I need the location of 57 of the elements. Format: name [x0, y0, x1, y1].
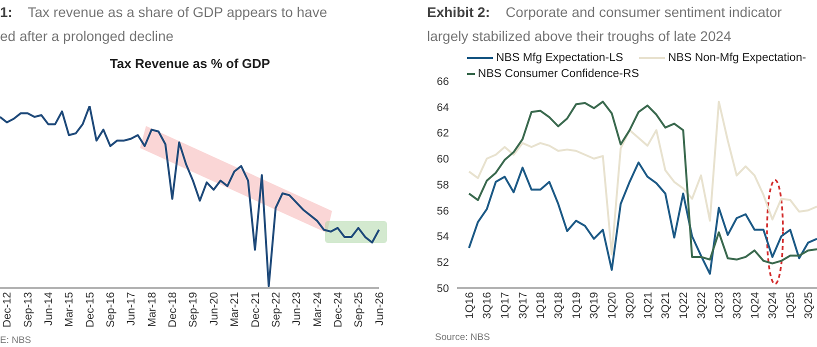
x-tick-label: Dec-15	[84, 292, 96, 328]
x-tick-label: 3Q17	[517, 292, 530, 319]
x-tick-label: 3Q16	[482, 292, 494, 319]
chart-title: Exhibit 2: Corporate and consumer sentiment indicator largely stabilized above their troughs of late 2024	[427, 3, 782, 46]
chart-subtitle: Tax Revenue as % of GDP	[108, 56, 272, 71]
source-note: Source: NBS	[435, 332, 490, 343]
x-tick-label: 3Q23	[732, 292, 744, 319]
x-tick-label: Sep-13	[22, 292, 34, 328]
x-tick-label: 1Q17	[500, 292, 512, 319]
x-tick-label: 3Q25	[802, 292, 815, 319]
x-tick-label: 1Q20	[606, 292, 619, 319]
x-tick-label: 1Q22	[678, 292, 690, 319]
legend-label: NBS Non-Mfg Expectation-	[668, 52, 806, 64]
y-tick-label: 64	[436, 102, 449, 114]
y-tick-label: 66	[436, 76, 449, 88]
x-tick-label: Sep-22	[270, 292, 282, 328]
x-tick-label: Jun-20	[208, 292, 220, 326]
x-tick-label: Sep-16	[105, 292, 118, 328]
x-tick-label: Sep-25	[353, 292, 366, 328]
y-tick-label: 50	[436, 282, 449, 295]
x-tick-label: 1Q16	[464, 292, 476, 319]
x-tick-label: Dec-18	[167, 292, 180, 328]
x-tick-label: Jun-26	[374, 292, 386, 326]
x-tick-label: 1Q21	[642, 292, 654, 319]
x-tick-label: 1Q18	[535, 292, 548, 319]
x-tick-label: 1Q19	[570, 292, 583, 319]
text: E: NBS	[0, 335, 32, 346]
x-tick-label: 1Q25	[785, 292, 798, 319]
x-tick-label: 3Q22	[696, 292, 708, 319]
x-tick-label: Jun-14	[43, 292, 56, 326]
x-tick-label: Jun-17	[126, 292, 138, 326]
x-tick-label: Mar-15	[64, 292, 76, 327]
legend-label: NBS Mfg Expectation-LS	[496, 52, 624, 64]
x-tick-label: 3Q18	[553, 292, 566, 319]
text: NBS Consumer Confidence-RS	[478, 68, 639, 80]
y-tick-label: 54	[436, 231, 449, 244]
x-tick-label: 1Q23	[714, 292, 726, 319]
line-series	[468, 162, 817, 275]
x-tick-label: Sep-19	[188, 292, 200, 328]
x-tick-label: Jun-23	[291, 292, 304, 326]
y-tick-label: 60	[436, 154, 449, 166]
y-tick-label: 62	[436, 128, 449, 140]
x-tick-label: 1Q24	[749, 292, 762, 319]
y-tick-label: 56	[436, 205, 449, 218]
x-tick-label: Mar-18	[146, 292, 158, 327]
x-tick-label: 3Q24	[767, 292, 780, 319]
chart-title: 1: Tax revenue as a share of GDP appears to have ed after a prolonged decline	[0, 3, 328, 46]
x-tick-label: 3Q20	[624, 292, 636, 319]
x-tick-label: Dec-21	[250, 292, 262, 328]
y-tick-label: 58	[436, 179, 449, 192]
x-tick-label: Dec-12	[2, 292, 14, 328]
x-tick-label: Mar-21	[229, 292, 242, 327]
x-tick-label: 3Q19	[588, 292, 601, 319]
x-tick-label: 3Q21	[660, 292, 672, 319]
y-tick-label: 52	[436, 257, 449, 270]
x-tick-label: Dec-24	[332, 292, 344, 328]
x-tick-label: Mar-24	[312, 292, 324, 327]
